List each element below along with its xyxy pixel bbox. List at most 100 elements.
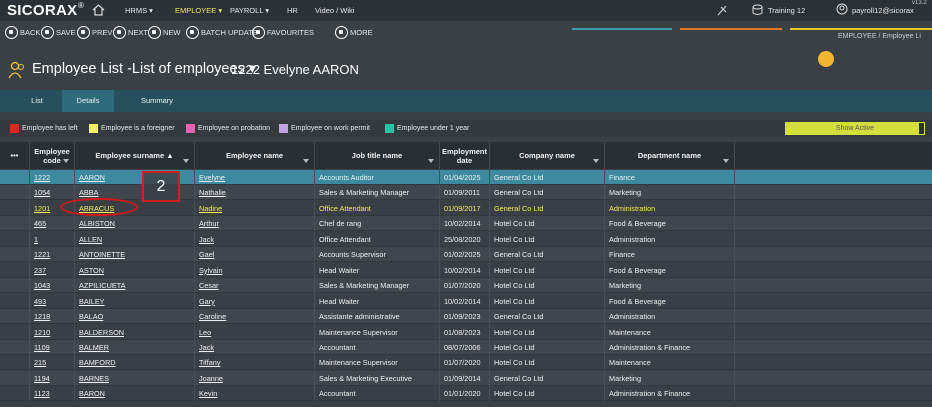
- tab[interactable]: List: [31, 96, 43, 105]
- table-cell[interactable]: Evelyne: [195, 170, 315, 185]
- row-selector[interactable]: [0, 370, 30, 386]
- table-cell[interactable]: ALBISTON: [75, 216, 195, 232]
- table-cell[interactable]: 1210: [30, 324, 75, 340]
- tab[interactable]: Details: [62, 90, 114, 112]
- table-cell[interactable]: ABBA: [75, 185, 195, 201]
- table-row[interactable]: 1054 ABBA Nathalie Sales & Marketing Manage…: [0, 185, 932, 201]
- menu-item[interactable]: Video / Wiki: [315, 6, 355, 15]
- status-icon[interactable]: [818, 51, 834, 67]
- row-selector[interactable]: [0, 293, 30, 309]
- table-row[interactable]: 1221 ANTOINETTE Gael Accounts Supervisor 01/…: [0, 247, 932, 263]
- table-cell[interactable]: 1123: [30, 386, 75, 402]
- table-cell[interactable]: Tiffany: [195, 355, 315, 371]
- table-row[interactable]: 493 BAILEY Gary Head Waiter 10/02/2014 Hotel …: [0, 293, 932, 309]
- table-row[interactable]: 237 ASTON Sylvain Head Waiter 10/02/2014 Hote…: [0, 262, 932, 278]
- column-header[interactable]: Employee name: [195, 142, 315, 169]
- toolbar-button[interactable]: SAVE: [41, 24, 75, 40]
- toolbar-button[interactable]: PREV: [77, 24, 112, 40]
- table-cell[interactable]: Kevin: [195, 386, 315, 402]
- row-selector[interactable]: [0, 216, 30, 232]
- row-selector[interactable]: [0, 339, 30, 355]
- table-cell[interactable]: Nadine: [195, 200, 315, 216]
- row-selector[interactable]: [0, 262, 30, 278]
- home-icon[interactable]: [92, 4, 105, 16]
- show-active-button[interactable]: Show Active: [785, 122, 925, 135]
- table-cell[interactable]: Cesar: [195, 278, 315, 294]
- table-cell[interactable]: ASTON: [75, 262, 195, 278]
- table-row[interactable]: 1123 BARON Kevin Accountant 01/01/2020 Hotel …: [0, 386, 932, 402]
- table-row[interactable]: 1043 AZPILICUETA Cesar Sales & Marketing Ma…: [0, 278, 932, 294]
- table-cell[interactable]: BAILEY: [75, 293, 195, 309]
- menu-item[interactable]: HR: [287, 6, 298, 15]
- menu-item[interactable]: HRMS ▾: [125, 6, 153, 15]
- table-row[interactable]: 1109 BALMER Jack Accountant 08/07/2006 Hotel …: [0, 339, 932, 355]
- row-selector[interactable]: [0, 355, 30, 371]
- table-cell[interactable]: BARNES: [75, 370, 195, 386]
- column-header[interactable]: Employee code: [30, 142, 75, 169]
- row-selector[interactable]: [0, 247, 30, 263]
- toolbar-button[interactable]: NEXT: [113, 24, 148, 40]
- table-cell[interactable]: 1: [30, 231, 75, 247]
- table-cell[interactable]: BALAO: [75, 309, 195, 325]
- toolbar-button[interactable]: NEW: [148, 24, 181, 40]
- table-row[interactable]: 1222 AARON Evelyne Accounts Auditor 01/04/20…: [0, 170, 932, 185]
- table-cell[interactable]: Joanne: [195, 370, 315, 386]
- row-selector[interactable]: [0, 309, 30, 325]
- menu-item[interactable]: EMPLOYEE ▾: [175, 6, 223, 15]
- table-cell[interactable]: 465: [30, 216, 75, 232]
- table-row[interactable]: 1201 ABRACUS Nadine Office Attendant 01/09/2…: [0, 200, 932, 216]
- column-header[interactable]: Employment date: [440, 142, 490, 169]
- table-row[interactable]: 1 ALLEN Jack Office Attendant 25/08/2020 Hote…: [0, 231, 932, 247]
- table-cell[interactable]: 1043: [30, 278, 75, 294]
- table-row[interactable]: 465 ALBISTON Arthur Chef de rang 10/02/2014 H…: [0, 216, 932, 232]
- table-cell[interactable]: Caroline: [195, 309, 315, 325]
- toolbar-button[interactable]: FAVOURITES: [252, 24, 314, 40]
- table-cell[interactable]: Arthur: [195, 216, 315, 232]
- table-cell[interactable]: 1054: [30, 185, 75, 201]
- filter-icon[interactable]: [428, 159, 434, 163]
- column-header[interactable]: Job title name: [315, 142, 440, 169]
- filter-icon[interactable]: [303, 159, 309, 163]
- column-header[interactable]: Company name: [490, 142, 605, 169]
- table-cell[interactable]: 237: [30, 262, 75, 278]
- table-cell[interactable]: 493: [30, 293, 75, 309]
- toolbar-button[interactable]: MORE: [335, 24, 373, 40]
- row-selector[interactable]: [0, 278, 30, 294]
- filter-icon[interactable]: [63, 159, 69, 163]
- table-cell[interactable]: Gary: [195, 293, 315, 309]
- tab[interactable]: Summary: [140, 96, 174, 105]
- table-cell[interactable]: ALLEN: [75, 231, 195, 247]
- user-icon[interactable]: [836, 3, 848, 15]
- user[interactable]: payroll12@sicorax: [852, 6, 914, 15]
- table-row[interactable]: 215 BAMFORD Tiffany Maintenance Supervisor 0…: [0, 355, 932, 371]
- row-selector[interactable]: [0, 200, 30, 216]
- table-cell[interactable]: 215: [30, 355, 75, 371]
- table-cell[interactable]: 1221: [30, 247, 75, 263]
- filter-icon[interactable]: [183, 159, 189, 163]
- column-header[interactable]: Employee surname ▲: [75, 142, 195, 169]
- table-row[interactable]: 1218 BALAO Caroline Assistante administrati…: [0, 309, 932, 325]
- filter-icon[interactable]: [723, 159, 729, 163]
- table-cell[interactable]: BALMER: [75, 339, 195, 355]
- row-selector[interactable]: [0, 386, 30, 402]
- toolbar-button[interactable]: BATCH UPDATE: [186, 24, 258, 40]
- column-header[interactable]: Department name: [605, 142, 735, 169]
- table-cell[interactable]: 1109: [30, 339, 75, 355]
- table-cell[interactable]: BAMFORD: [75, 355, 195, 371]
- column-header[interactable]: •••: [0, 142, 30, 169]
- table-cell[interactable]: Nathalie: [195, 185, 315, 201]
- row-selector[interactable]: [0, 231, 30, 247]
- row-selector[interactable]: [0, 170, 30, 185]
- menu-item[interactable]: PAYROLL ▾: [230, 6, 270, 15]
- pin-icon[interactable]: [716, 4, 728, 16]
- table-cell[interactable]: AARON: [75, 170, 195, 185]
- table-cell[interactable]: ANTOINETTE: [75, 247, 195, 263]
- filter-icon[interactable]: [593, 159, 599, 163]
- table-cell[interactable]: Gael: [195, 247, 315, 263]
- table-cell[interactable]: BARON: [75, 386, 195, 402]
- row-selector[interactable]: [0, 185, 30, 201]
- row-selector[interactable]: [0, 324, 30, 340]
- table-cell[interactable]: Jack: [195, 339, 315, 355]
- table-cell[interactable]: BALDERSON: [75, 324, 195, 340]
- table-cell[interactable]: 1218: [30, 309, 75, 325]
